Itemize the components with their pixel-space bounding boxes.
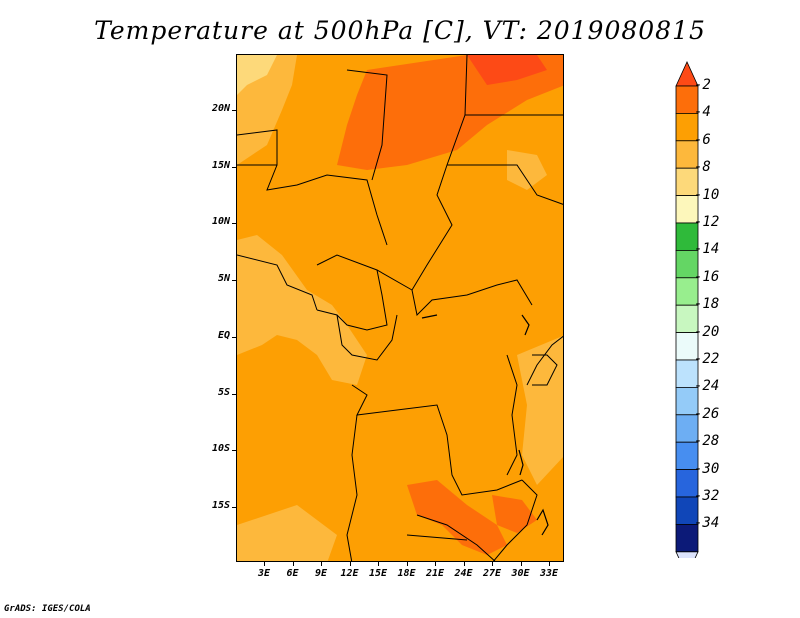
colorbar-label: -30 — [694, 460, 720, 477]
map-canvas — [237, 55, 563, 561]
colorbar-label: -22 — [694, 351, 720, 367]
map-title: Temperature at 500hPa [C], VT: 201908081… — [94, 16, 706, 45]
lat-label: 20N — [211, 103, 230, 114]
lakes — [421, 314, 549, 536]
colorbar-label: -34 — [694, 515, 720, 532]
lon-label: 3E — [257, 568, 271, 579]
colorbar-label: -4 — [694, 104, 711, 121]
colorbar-label: -6 — [694, 131, 711, 148]
field-cool-east — [517, 335, 563, 485]
lon-tick — [549, 561, 550, 566]
colorbar-label: -26 — [694, 405, 720, 422]
lat-label: EQ — [217, 329, 230, 341]
lat-label: 5N — [217, 273, 230, 285]
lat-tick — [232, 393, 237, 395]
colorbar-label: -32 — [694, 488, 720, 504]
field-warm-zambia — [492, 495, 537, 533]
colorbar-label: -20 — [694, 323, 720, 340]
lat-label: 10S — [211, 443, 230, 455]
lat-tick — [232, 166, 237, 168]
field-cool-coast — [237, 260, 277, 305]
field-hot-north — [467, 55, 547, 85]
lon-label: 27E — [482, 568, 502, 579]
field-warm-north — [337, 55, 563, 170]
lon-tick — [406, 561, 408, 566]
colorbar-label: -14 — [694, 241, 720, 258]
lon-label: 6E — [286, 568, 299, 579]
lon-label: 30E — [511, 568, 530, 579]
lat-tick — [232, 110, 237, 111]
colorbar-label: -28 — [694, 433, 720, 450]
footer-credit: GrADS: IGES/COLA — [4, 604, 91, 614]
lon-tick — [463, 561, 465, 566]
lon-label: 12E — [340, 568, 359, 579]
lon-tick — [378, 561, 379, 566]
field-pale-northwest — [237, 55, 277, 95]
colorbar-label: -2 — [694, 77, 711, 93]
field-cool-sudan — [507, 150, 547, 190]
lon-label: 15E — [368, 568, 388, 579]
lat-label: 5S — [217, 386, 230, 398]
lon-tick — [321, 561, 322, 566]
lat-label: 15N — [211, 159, 230, 171]
temperature-map — [236, 54, 564, 562]
colorbar-label: -8 — [694, 159, 711, 176]
colorbar-bottom-arrow — [675, 551, 699, 558]
lat-tick — [232, 450, 237, 452]
lat-tick — [232, 506, 237, 508]
lon-tick — [264, 561, 265, 566]
lon-tick — [349, 561, 351, 566]
colorbar-label: -16 — [694, 268, 720, 285]
colorbar — [675, 61, 699, 558]
lat-label: 15S — [211, 499, 230, 511]
lat-tick — [232, 336, 237, 338]
lon-tick — [520, 561, 522, 566]
colorbar-label: -10 — [694, 186, 720, 203]
lat-label: 10N — [211, 216, 230, 228]
field-cool-southwest — [237, 505, 337, 561]
colorbar-label: -12 — [694, 214, 720, 230]
colorbar-label: -18 — [694, 296, 720, 313]
lon-label: 21E — [425, 568, 445, 579]
lon-tick — [435, 561, 436, 566]
lon-tick — [492, 561, 493, 566]
lat-tick — [232, 280, 237, 282]
colorbar-label: -24 — [694, 378, 720, 395]
lon-label: 33E — [539, 568, 559, 579]
lon-label: 24E — [454, 568, 473, 579]
country-borders — [237, 55, 563, 561]
lon-label: 9E — [314, 568, 328, 579]
lon-label: 18E — [397, 568, 416, 579]
field-warm-south — [407, 480, 507, 555]
lon-tick — [292, 561, 294, 566]
lat-tick — [232, 223, 237, 225]
